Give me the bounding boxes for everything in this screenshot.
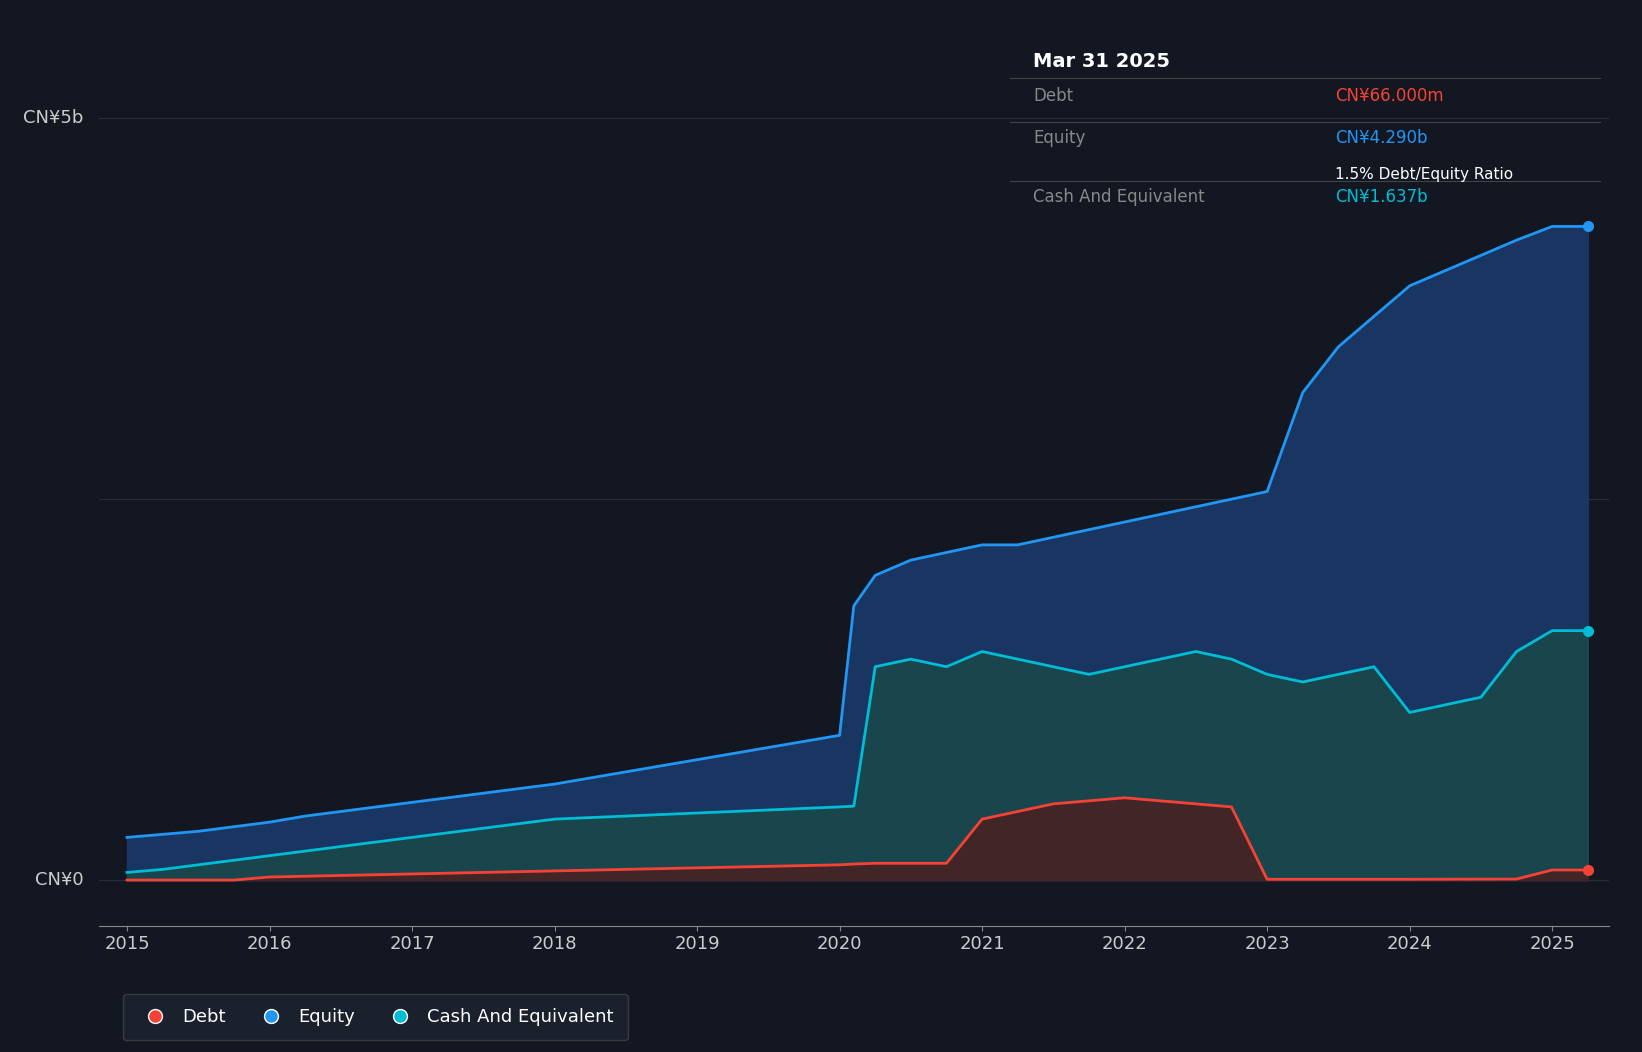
Text: Cash And Equivalent: Cash And Equivalent <box>1033 188 1205 206</box>
Text: Debt: Debt <box>1033 87 1074 105</box>
Legend: Debt, Equity, Cash And Equivalent: Debt, Equity, Cash And Equivalent <box>123 993 627 1040</box>
Text: CN¥5b: CN¥5b <box>23 109 84 127</box>
Text: CN¥66.000m: CN¥66.000m <box>1335 87 1443 105</box>
Text: CN¥0: CN¥0 <box>34 871 84 889</box>
Text: Equity: Equity <box>1033 128 1085 147</box>
Text: Mar 31 2025: Mar 31 2025 <box>1033 53 1171 72</box>
Text: 1.5% Debt/Equity Ratio: 1.5% Debt/Equity Ratio <box>1335 167 1512 182</box>
Text: CN¥1.637b: CN¥1.637b <box>1335 188 1427 206</box>
Text: CN¥4.290b: CN¥4.290b <box>1335 128 1427 147</box>
